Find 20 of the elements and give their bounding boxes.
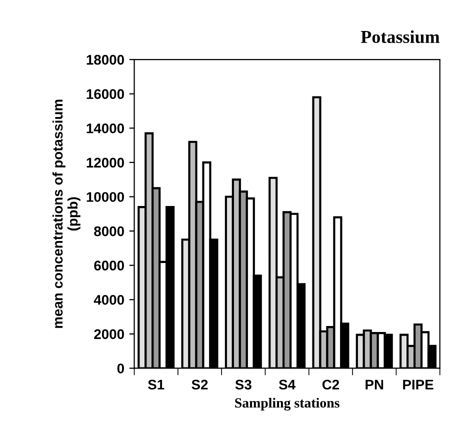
x-tick-label: S2 (192, 380, 208, 390)
x-axis-title: Sampling stations (235, 398, 340, 411)
y-tick-label: 6000 (94, 260, 124, 271)
y-tick-label: 2000 (94, 329, 124, 340)
chart-title: Potassium (360, 30, 440, 44)
y-tick-label: 14000 (86, 123, 124, 134)
y-axis-title: mean concentrations of potassium (ppb) (52, 100, 80, 328)
y-tick-label: 18000 (86, 54, 124, 65)
x-tick-label: S3 (235, 380, 252, 390)
y-tick-label: 16000 (86, 89, 124, 100)
y-tick-label: 10000 (86, 192, 124, 202)
x-tick-label: S1 (148, 380, 164, 390)
x-tick-label: C2 (322, 380, 340, 390)
y-tick-label: 4000 (94, 294, 124, 305)
y-tick-label: 12000 (86, 158, 124, 168)
y-tick-label: 0 (117, 364, 124, 374)
x-tick-label: S4 (278, 380, 296, 390)
x-tick-label: PIPE (403, 380, 434, 390)
x-tick-label: PN (366, 380, 384, 390)
y-tick-label: 8000 (94, 226, 124, 236)
